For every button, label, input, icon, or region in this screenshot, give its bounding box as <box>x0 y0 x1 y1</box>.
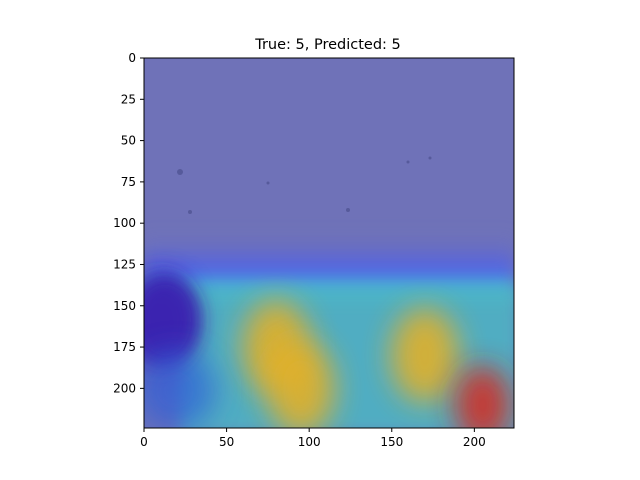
heatmap-image <box>144 58 514 428</box>
x-tick-label: 150 <box>380 435 403 449</box>
heatmap-hotspot <box>390 307 459 403</box>
chart-title: True: 5, Predicted: 5 <box>254 37 401 53</box>
x-tick-label: 50 <box>219 435 234 449</box>
y-tick-label: 100 <box>113 216 136 230</box>
x-tick-label: 200 <box>463 435 486 449</box>
y-tick-label: 0 <box>128 51 136 65</box>
x-axis: 0 50 100 150 200 <box>140 428 486 449</box>
x-tick-label: 0 <box>140 435 148 449</box>
y-tick-label: 200 <box>113 381 136 395</box>
plot-frame <box>143 57 515 429</box>
heatmap-hotspot <box>454 365 511 428</box>
y-tick-label: 50 <box>121 134 136 148</box>
y-tick-label: 125 <box>113 257 136 271</box>
heatmap-hotspot <box>266 340 335 428</box>
y-tick-label: 175 <box>113 340 136 354</box>
y-tick-label: 25 <box>121 92 136 106</box>
y-tick-label: 75 <box>121 175 136 189</box>
heatmap-left-low <box>144 350 215 428</box>
heatmap-left-cold <box>144 275 200 365</box>
y-axis: 0 25 50 75 100 125 150 175 200 <box>113 51 144 395</box>
y-tick-label: 150 <box>113 299 136 313</box>
x-tick-label: 100 <box>298 435 321 449</box>
